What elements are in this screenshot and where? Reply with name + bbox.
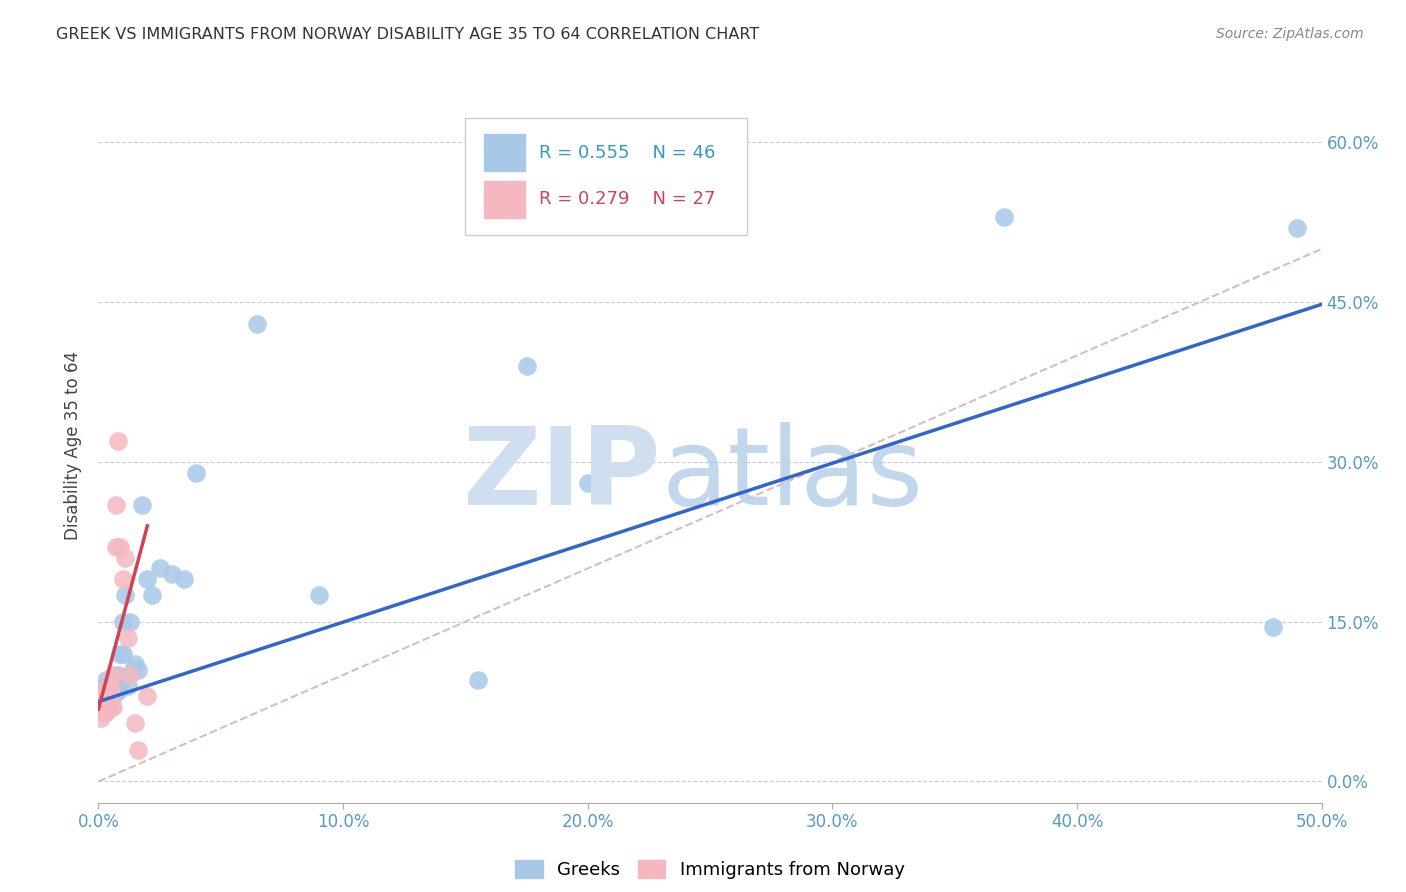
- Point: [127, 663, 149, 677]
- Point: [114, 588, 136, 602]
- Text: ZIP: ZIP: [463, 422, 661, 527]
- Point: [246, 317, 269, 331]
- Text: R = 0.279    N = 27: R = 0.279 N = 27: [538, 190, 716, 208]
- Point: [107, 434, 129, 448]
- Point: [104, 684, 127, 698]
- Point: [111, 615, 134, 629]
- Point: [97, 690, 120, 704]
- Point: [173, 572, 195, 586]
- Point: [94, 673, 117, 688]
- Point: [100, 684, 122, 698]
- Y-axis label: Disability Age 35 to 64: Disability Age 35 to 64: [65, 351, 83, 541]
- Point: [90, 710, 112, 724]
- Point: [94, 706, 117, 720]
- Point: [100, 679, 122, 693]
- Point: [104, 540, 127, 554]
- Point: [107, 668, 129, 682]
- Point: [94, 679, 117, 693]
- Point: [91, 690, 114, 704]
- FancyBboxPatch shape: [484, 180, 526, 218]
- Point: [101, 679, 124, 693]
- Point: [110, 673, 132, 688]
- Point: [127, 742, 149, 756]
- Point: [104, 673, 127, 688]
- Point: [97, 679, 120, 693]
- Point: [117, 679, 139, 693]
- Point: [97, 684, 120, 698]
- Point: [136, 572, 159, 586]
- Point: [993, 210, 1015, 224]
- Point: [467, 673, 489, 688]
- Point: [104, 679, 127, 693]
- Point: [124, 657, 146, 672]
- Point: [90, 690, 112, 704]
- Point: [97, 700, 120, 714]
- Point: [308, 588, 330, 602]
- Point: [576, 476, 599, 491]
- Point: [101, 690, 124, 704]
- Point: [100, 700, 122, 714]
- Point: [91, 706, 114, 720]
- Point: [136, 690, 159, 704]
- Point: [515, 359, 537, 373]
- Point: [120, 668, 142, 682]
- Point: [111, 572, 134, 586]
- Text: atlas: atlas: [661, 422, 924, 527]
- Point: [107, 684, 129, 698]
- Text: R = 0.555    N = 46: R = 0.555 N = 46: [538, 144, 716, 161]
- Point: [94, 706, 117, 720]
- Point: [110, 647, 132, 661]
- Point: [107, 679, 129, 693]
- Point: [1286, 220, 1309, 235]
- Point: [131, 498, 153, 512]
- Point: [97, 679, 120, 693]
- Point: [100, 679, 122, 693]
- Point: [101, 668, 124, 682]
- Legend: Greeks, Immigrants from Norway: Greeks, Immigrants from Norway: [508, 853, 912, 887]
- Point: [111, 647, 134, 661]
- Text: GREEK VS IMMIGRANTS FROM NORWAY DISABILITY AGE 35 TO 64 CORRELATION CHART: GREEK VS IMMIGRANTS FROM NORWAY DISABILI…: [56, 27, 759, 42]
- Point: [91, 700, 114, 714]
- FancyBboxPatch shape: [465, 118, 747, 235]
- Point: [114, 550, 136, 565]
- Point: [100, 684, 122, 698]
- Point: [101, 700, 124, 714]
- Point: [1261, 620, 1284, 634]
- FancyBboxPatch shape: [484, 134, 526, 171]
- Point: [121, 663, 143, 677]
- Point: [104, 498, 127, 512]
- Point: [149, 561, 172, 575]
- Point: [100, 690, 122, 704]
- Point: [97, 684, 120, 698]
- Point: [160, 566, 183, 581]
- Text: Source: ZipAtlas.com: Source: ZipAtlas.com: [1216, 27, 1364, 41]
- Point: [117, 631, 139, 645]
- Point: [186, 466, 208, 480]
- Point: [120, 615, 142, 629]
- Point: [94, 695, 117, 709]
- Point: [110, 540, 132, 554]
- Point: [101, 679, 124, 693]
- Point: [124, 715, 146, 730]
- Point: [91, 690, 114, 704]
- Point: [100, 679, 122, 693]
- Point: [111, 673, 134, 688]
- Point: [94, 679, 117, 693]
- Point: [141, 588, 163, 602]
